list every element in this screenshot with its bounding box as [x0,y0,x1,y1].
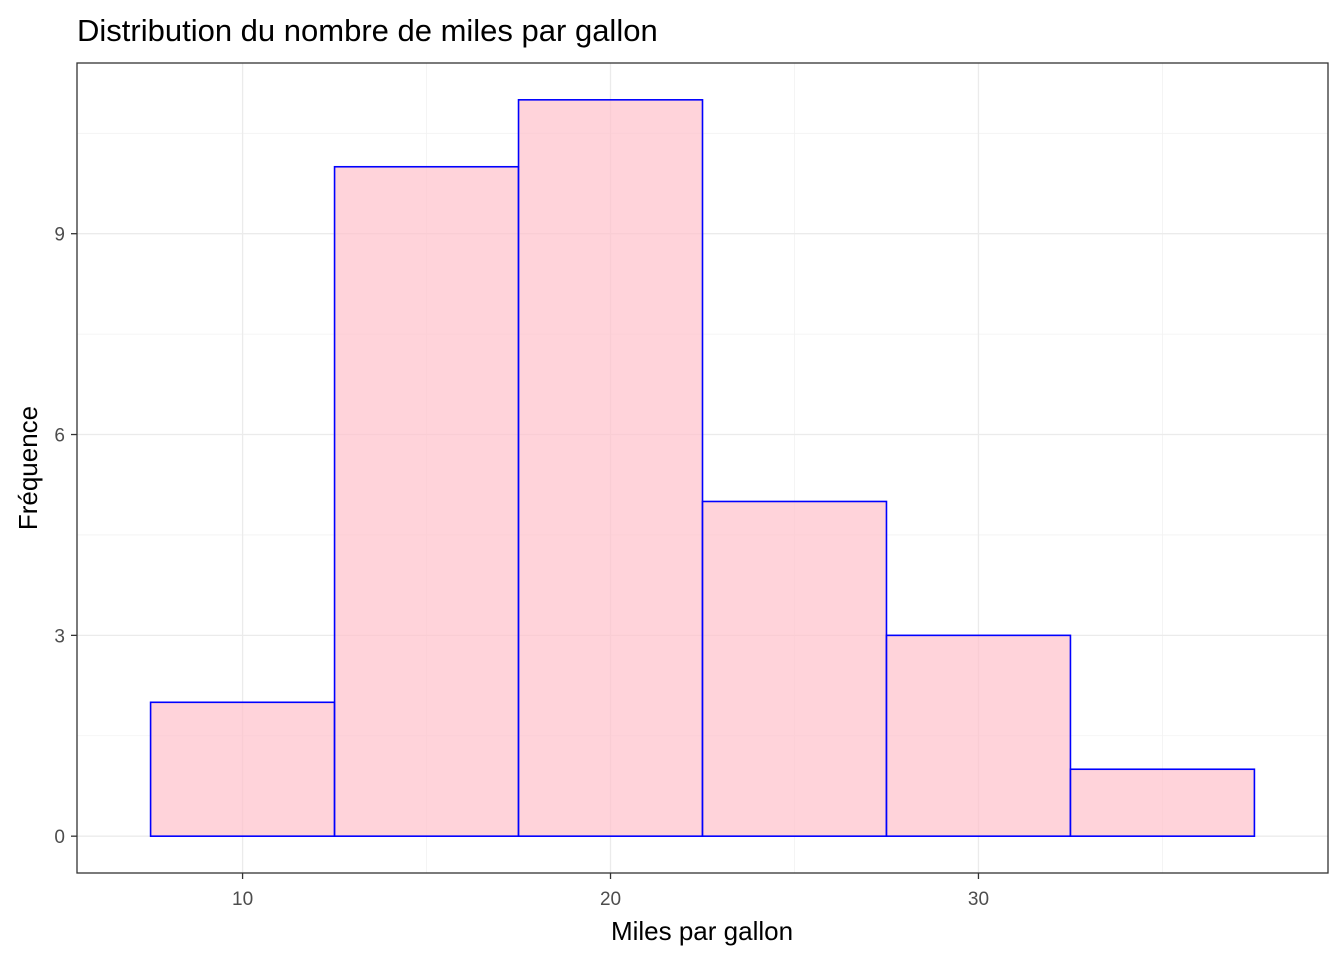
histogram-bar [333,165,520,837]
x-axis-title: Miles par gallon [611,916,793,946]
histogram-bar [1069,768,1256,837]
y-axis-title: Fréquence [13,406,43,530]
axis-ticks: 10 20 30 0 3 6 9 [54,225,989,910]
y-tick-label: 6 [54,426,65,447]
x-tick-label: 30 [968,889,989,910]
histogram-bar [517,99,704,837]
y-tick-label: 3 [54,626,65,647]
y-tick-label: 0 [54,827,65,848]
x-tick-label: 20 [600,889,621,910]
histogram-bars [149,99,1256,837]
panel-border [76,62,1329,874]
chart-title: Distribution du nombre de miles par gall… [77,13,658,48]
x-tick-label: 10 [232,889,253,910]
y-tick-label: 9 [54,225,65,246]
histogram-bar [701,500,888,837]
histogram-bar [885,634,1072,837]
histogram-bar [149,701,336,837]
